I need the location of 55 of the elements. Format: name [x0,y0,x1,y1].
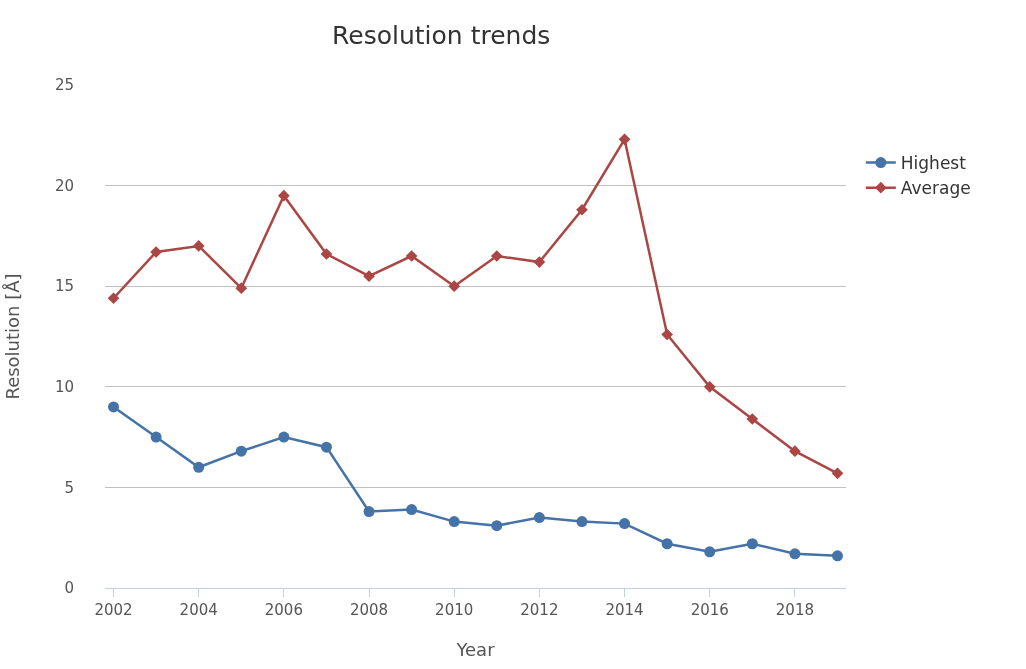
point [193,461,205,473]
x-tick-label: 2006 [264,601,303,619]
x-axis-title: Year [455,639,496,661]
y-tick-label: 0 [64,579,74,598]
x-tick-label: 2008 [349,601,389,619]
point [235,445,247,457]
x-tick-label: 2018 [775,601,814,619]
point [448,516,460,528]
point [789,445,801,458]
y-axis-title: Resolution [Å] [2,273,24,400]
point [150,431,162,443]
y-tick-label: 20 [54,176,74,195]
point [704,546,716,558]
point [619,518,631,530]
point [618,133,631,146]
point [320,248,333,260]
point [235,282,248,295]
point [746,413,759,425]
point [831,550,843,562]
y-tick-label: 10 [54,378,74,397]
point [107,292,120,305]
y-tick-label: 25 [54,76,74,95]
x-tick-label: 2016 [690,601,729,619]
point [192,240,205,252]
point [533,256,546,268]
x-tick-label: 2010 [435,601,474,619]
point [789,548,801,560]
point [363,506,375,518]
point [278,431,290,443]
point [363,270,375,282]
point [661,328,673,341]
point [490,250,503,262]
point [703,380,716,393]
point [746,538,758,550]
point [831,467,844,480]
point [661,538,673,550]
point [533,512,545,524]
point [491,520,503,532]
point [448,280,461,293]
point [576,203,588,216]
point [405,250,418,262]
point [320,441,332,453]
legend-label: Highest [900,153,967,174]
y-tick-label: 5 [64,478,74,497]
point [406,504,418,516]
x-tick-label: 2014 [605,601,644,619]
y-tick-label: 15 [54,277,74,296]
legend-label: Average [900,178,971,199]
point [576,516,588,528]
point [108,401,120,413]
chart-title: Resolution trends [332,21,551,51]
x-tick-label: 2002 [94,601,133,619]
x-tick-label: 2012 [520,601,559,619]
x-tick-label: 2004 [179,601,218,619]
point [278,189,290,202]
